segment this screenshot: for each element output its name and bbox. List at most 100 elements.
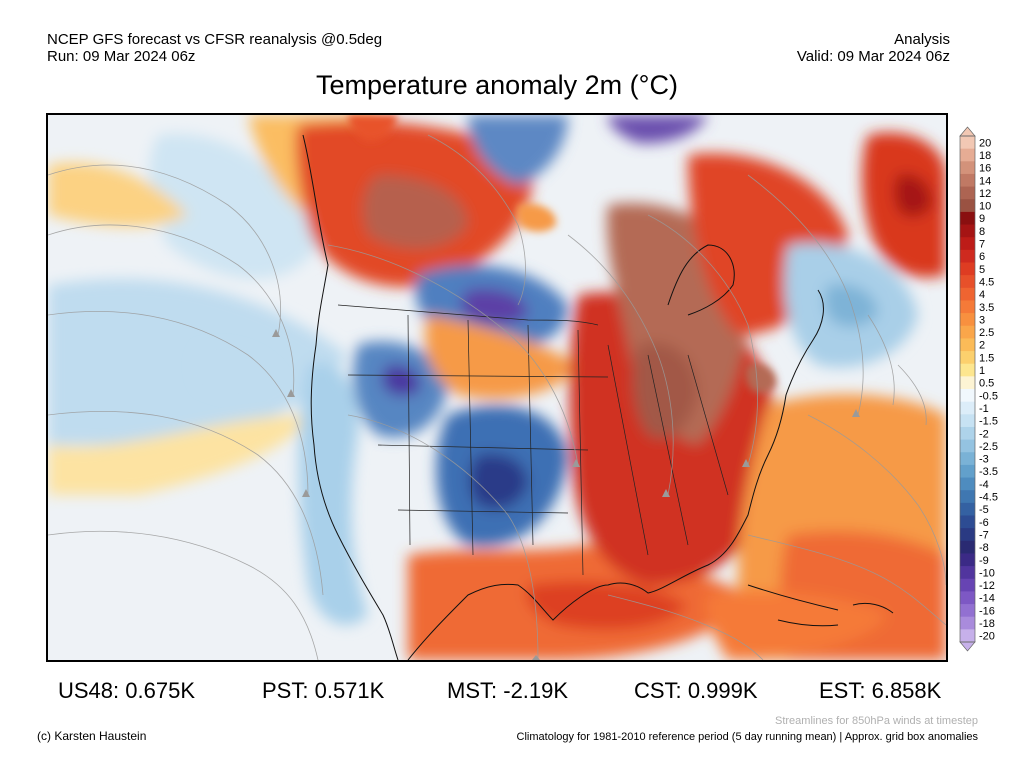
legend-tick-label: 3.5 — [979, 302, 994, 314]
legend-tick-label: -3.5 — [979, 466, 998, 478]
legend-swatch — [960, 452, 975, 466]
legend-max-arrow — [959, 126, 976, 137]
legend-swatch — [960, 136, 975, 150]
legend-tick-label: -16 — [979, 605, 995, 617]
legend-tick-label: 8 — [979, 226, 985, 238]
legend-swatch — [960, 490, 975, 504]
legend-tick-label: -3 — [979, 454, 989, 466]
color-legend-scale: 201816141210987654.543.532.521.510.5-0.5… — [959, 126, 998, 652]
legend-swatch — [960, 528, 975, 542]
legend-swatch — [960, 604, 975, 618]
color-legend: 20 18 16 14 12 10 9 8 7 6 5 4.5 4 3.5 3 2.5 2 1.5 1 0.5 -0.5… — [958, 126, 1022, 652]
legend-swatch — [960, 161, 975, 175]
legend-tick-label: 3 — [979, 314, 985, 326]
legend-tick-label: 20 — [979, 137, 991, 149]
legend-tick-label: -10 — [979, 567, 995, 579]
legend-tick-label: 6 — [979, 251, 985, 263]
stat-pst: PST: 0.571K — [262, 678, 384, 704]
stat-cst: CST: 0.999K — [634, 678, 758, 704]
stat-pst-label: PST: — [262, 678, 309, 703]
anomaly-detail-layer — [190, 115, 777, 401]
legend-swatch — [960, 351, 975, 365]
legend-tick-label: 7 — [979, 239, 985, 251]
stat-us48-value: 0.675K — [125, 678, 196, 703]
legend-tick-label: 1 — [979, 365, 985, 377]
coastlines — [302, 134, 894, 660]
legend-swatch — [960, 237, 975, 251]
legend-tick-label: 4.5 — [979, 276, 994, 288]
legend-swatch — [960, 249, 975, 263]
legend-swatch — [960, 211, 975, 226]
legend-swatch — [960, 540, 975, 554]
header-right: Analysis Valid: 09 Mar 2024 06z — [797, 31, 950, 65]
legend-swatch — [960, 186, 975, 200]
wind-streamlines — [48, 134, 946, 660]
legend-tick-label: -6 — [979, 517, 989, 529]
legend-swatch — [960, 376, 975, 390]
analysis-label: Analysis — [894, 31, 950, 48]
legend-tick-label: -8 — [979, 542, 989, 554]
stat-est-value: 6.858K — [871, 678, 942, 703]
anomaly-map-canvas — [48, 115, 946, 660]
streamline-arrows — [272, 329, 860, 660]
legend-tick-label: -9 — [979, 555, 989, 567]
stat-us48: US48: 0.675K — [58, 678, 195, 704]
legend-border — [959, 135, 976, 643]
legend-swatch — [960, 515, 975, 529]
legend-swatch — [960, 502, 975, 516]
legend-swatch — [960, 363, 975, 377]
legend-swatch — [960, 275, 975, 289]
legend-tick-label: 2 — [979, 340, 985, 352]
stat-cst-value: 0.999K — [687, 678, 758, 703]
legend-swatch — [960, 173, 975, 188]
legend-tick-label: 4 — [979, 289, 985, 301]
climatology-note: Climatology for 1981-2010 reference peri… — [516, 731, 978, 743]
legend-tick-label: -0.5 — [979, 390, 998, 402]
political-borders — [337, 304, 729, 576]
stat-est-label: EST: — [819, 678, 866, 703]
legend-tick-label: 14 — [979, 175, 991, 187]
legend-tick-label: -1 — [979, 403, 989, 415]
legend-swatch — [960, 426, 975, 441]
legend-tick-label: -4.5 — [979, 492, 998, 504]
stat-pst-value: 0.571K — [314, 678, 385, 703]
stat-mst-value: -2.19K — [503, 678, 569, 703]
stat-cst-label: CST: — [634, 678, 682, 703]
stat-us48-label: US48: — [58, 678, 120, 703]
legend-tick-label: -1.5 — [979, 416, 998, 428]
legend-swatch — [960, 414, 975, 428]
legend-tick-label: -12 — [979, 580, 995, 592]
map-title: Temperature anomaly 2m (°C) — [316, 70, 678, 100]
legend-swatch — [960, 578, 975, 592]
legend-tick-label: -2 — [979, 428, 989, 440]
legend-swatch — [960, 338, 975, 352]
legend-tick-label: 9 — [979, 213, 985, 225]
regional-stats: US48: 0.675K PST: 0.571K MST: -2.19K CST… — [0, 678, 1024, 706]
credit: (c) Karsten Haustein — [37, 729, 147, 743]
legend-tick-label: -20 — [979, 631, 995, 643]
legend-tick-label: 5 — [979, 264, 985, 276]
legend-swatch — [960, 629, 975, 643]
legend-swatch — [960, 477, 975, 491]
legend-tick-label: -14 — [979, 593, 995, 605]
legend-tick-label: -4 — [979, 479, 989, 491]
model-description: NCEP GFS forecast vs CFSR reanalysis @0.… — [47, 31, 383, 48]
legend-tick-label: 12 — [979, 188, 991, 200]
legend-swatch — [960, 389, 975, 403]
legend-swatch — [960, 262, 975, 276]
legend-tick-label: -2.5 — [979, 441, 998, 453]
legend-swatch — [960, 401, 975, 415]
valid-time: Valid: 09 Mar 2024 06z — [796, 48, 950, 65]
legend-tick-label: 1.5 — [979, 352, 994, 364]
legend-tick-label: 18 — [979, 150, 991, 162]
legend-swatch — [960, 287, 975, 301]
legend-swatch — [960, 199, 975, 213]
legend-swatch — [960, 313, 975, 327]
legend-swatch — [960, 591, 975, 605]
legend-tick-label: -5 — [979, 504, 989, 516]
legend-swatch — [960, 224, 975, 238]
legend-swatch — [960, 300, 975, 314]
header-left: NCEP GFS forecast vs CFSR reanalysis @0.… — [47, 31, 382, 65]
legend-swatch — [960, 616, 975, 630]
legend-swatch — [960, 439, 975, 453]
